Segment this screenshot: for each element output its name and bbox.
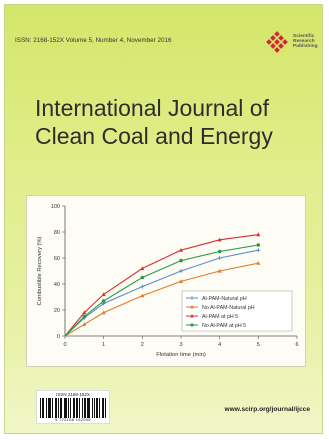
y-tick-label: 20 xyxy=(54,308,60,314)
data-point xyxy=(82,310,87,315)
data-point xyxy=(82,322,87,326)
data-point xyxy=(256,232,261,237)
journal-cover: ISSN: 2168-152X Volume 5, Number 4, Nove… xyxy=(4,4,323,434)
legend-label: No Al-PAM at pH 5 xyxy=(202,323,246,329)
x-tick-label: 0 xyxy=(63,342,66,348)
cover-chart: 0 20 40 60 80 100 0 1 2 3 4 5 6 Flotation time (min) C… xyxy=(26,195,306,367)
data-point xyxy=(179,269,183,273)
y-tick-label: 60 xyxy=(54,256,60,262)
barcode-bars-icon xyxy=(40,398,106,418)
diamond-grid-logo-icon xyxy=(266,31,288,53)
data-point xyxy=(101,292,106,296)
legend-marker xyxy=(190,296,194,300)
y-tick-label: 40 xyxy=(54,282,60,288)
publisher-line-2: Research xyxy=(293,39,315,45)
legend-marker xyxy=(190,314,194,318)
x-tick-label: 5 xyxy=(257,342,260,348)
journal-title-line-1: International Journal of xyxy=(35,95,269,121)
y-tick-label: 0 xyxy=(57,334,60,340)
data-point xyxy=(217,237,222,242)
data-point xyxy=(256,261,261,265)
legend-marker xyxy=(190,305,194,309)
data-point xyxy=(140,284,145,289)
y-axis-label: Combustible Recovery (%) xyxy=(37,236,43,305)
data-point xyxy=(179,258,183,263)
legend-label: Al-PAM at pH 5 xyxy=(202,314,238,320)
legend-marker xyxy=(190,323,194,327)
x-tick-label: 4 xyxy=(218,342,221,348)
publisher-line-1: Scientific xyxy=(293,34,315,39)
data-point xyxy=(101,299,106,303)
publisher-name: Scientific Research Publishing xyxy=(293,34,318,50)
data-point xyxy=(101,310,106,315)
publisher-line-3: Publishing xyxy=(293,44,318,50)
journal-url[interactable]: www.scirp.org/journal/ijcce xyxy=(224,406,311,413)
data-point xyxy=(179,248,183,252)
data-point xyxy=(256,243,261,247)
y-tick-label: 80 xyxy=(54,230,60,236)
journal-title: International Journal of Clean Coal and … xyxy=(35,94,325,150)
x-tick-label: 3 xyxy=(179,342,182,348)
y-tick-label: 100 xyxy=(51,204,60,210)
barcode-number: 9 772168 152005 xyxy=(55,417,91,422)
journal-title-line-2: Clean Coal and Energy xyxy=(35,123,273,149)
legend-box xyxy=(181,290,293,332)
data-point xyxy=(140,293,145,298)
legend-label: Al-PAM-Natural pH xyxy=(202,296,247,302)
data-point xyxy=(217,268,222,273)
data-point xyxy=(256,248,261,253)
barcode: ISSN 2168-152X 9 772168 152005 xyxy=(36,390,110,424)
x-axis-label: Flotation time (min) xyxy=(156,352,206,358)
x-tick-label: 2 xyxy=(141,342,144,348)
x-tick-label: 6 xyxy=(295,342,298,348)
x-tick-label: 1 xyxy=(102,342,105,348)
data-point xyxy=(140,275,145,280)
data-point xyxy=(82,314,87,319)
recovery-chart: 0 20 40 60 80 100 0 1 2 3 4 5 6 Flotation time (min) C… xyxy=(37,204,299,358)
data-point xyxy=(179,279,183,283)
barcode-issn: ISSN 2168-152X xyxy=(56,392,90,397)
issn-volume-line: ISSN: 2168-152X Volume 5, Number 4, Nove… xyxy=(15,37,172,44)
data-point xyxy=(217,256,222,260)
legend-label: No Al-PAM-Natural pH xyxy=(202,305,255,311)
publisher-logo: Scientific Research Publishing xyxy=(264,29,320,59)
data-point xyxy=(140,266,145,270)
data-point xyxy=(217,249,222,254)
